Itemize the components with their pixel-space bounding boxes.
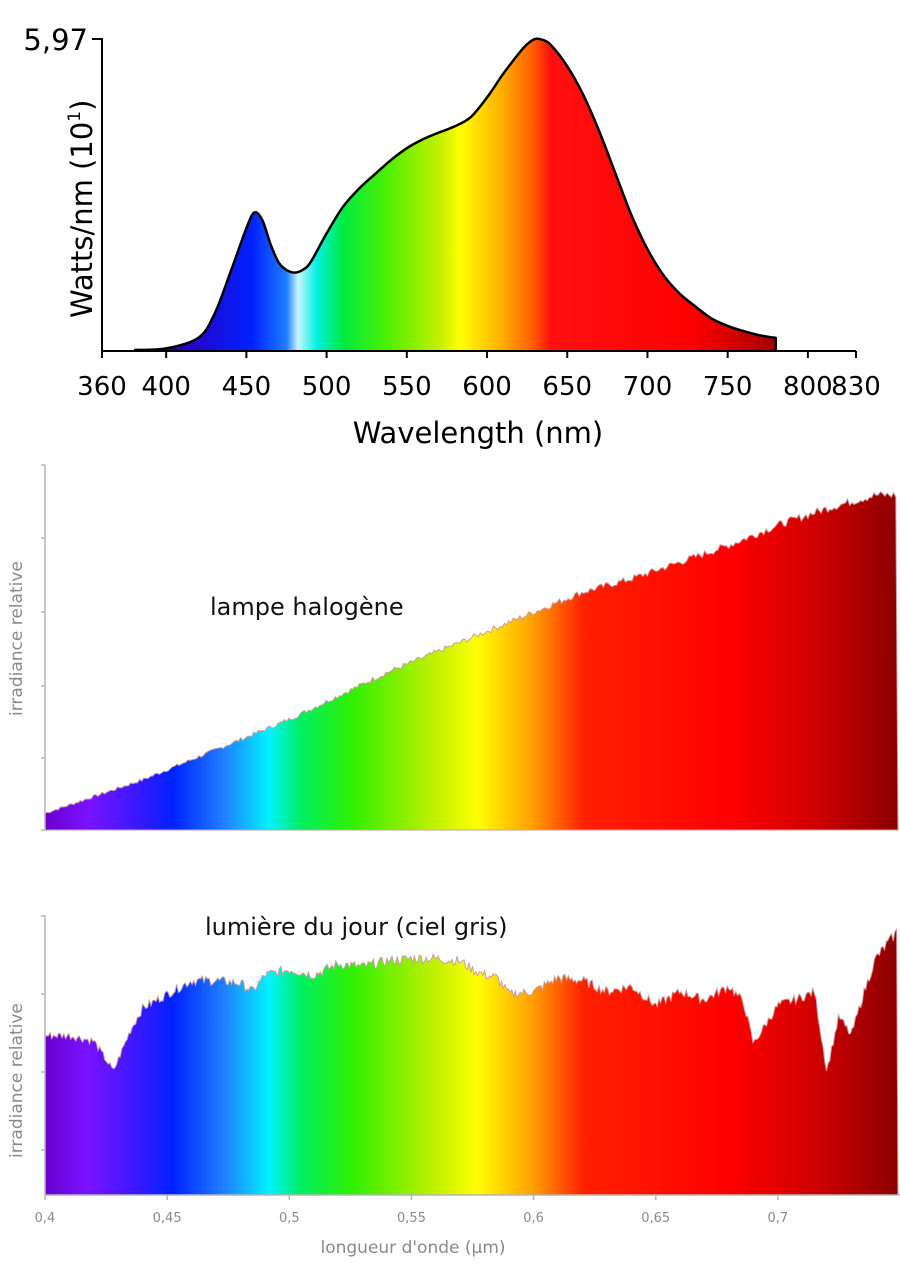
chart-title: lampe halogène	[210, 593, 404, 621]
x-tick-label: 830	[831, 372, 881, 402]
x-tick-label: 450	[222, 372, 272, 402]
spectrum-outline	[134, 37, 778, 352]
x-tick-label: 650	[542, 372, 592, 402]
x-tick-label: 0,4	[35, 1211, 56, 1226]
x-tick-label: 800	[783, 372, 833, 402]
x-tick-label: 0,6	[523, 1211, 544, 1226]
spectrum-area	[44, 928, 899, 1196]
y-axis-label-main: Watts/nm (10	[65, 122, 99, 318]
x-tick-label: 0,45	[153, 1211, 182, 1226]
y-axis-label-close: )	[65, 100, 99, 111]
y-axis-label: irradiance relative	[7, 561, 27, 716]
x-tick-label: 360	[77, 372, 127, 402]
chart-title: lumière du jour (ciel gris)	[205, 913, 507, 941]
y-axis-label: Watts/nm (101)	[65, 100, 99, 318]
spectrum-area	[134, 38, 776, 351]
x-tick-label: 700	[623, 372, 673, 402]
y-axis-label: irradiance relative	[7, 1003, 27, 1158]
y-max-label: 5,97	[23, 23, 88, 57]
y-axis-label-sup: 1	[65, 111, 85, 122]
spectrum-area	[44, 490, 899, 831]
x-tick-label: 0,7	[768, 1211, 789, 1226]
x-tick-label: 0,55	[397, 1211, 426, 1226]
x-tick-label: 500	[302, 372, 352, 402]
x-ticks: 0,4 0,45 0,5 0,55 0,6 0,65 0,7	[35, 1195, 789, 1226]
x-tick-label: 550	[382, 372, 432, 402]
x-axis-label: Wavelength (nm)	[353, 416, 604, 450]
chart-middle: irradiance relative lampe halogène	[7, 464, 899, 831]
y-ticks	[41, 915, 45, 1151]
x-tick-label: 750	[703, 372, 753, 402]
chart-bottom: 0,4 0,45 0,5 0,55 0,6 0,65 0,7 irradiance rela…	[7, 913, 900, 1258]
x-tick-label: 600	[462, 372, 512, 402]
y-ticks	[41, 464, 45, 831]
x-tick-label: 0,5	[279, 1211, 300, 1226]
x-tick-label: 400	[141, 372, 191, 402]
x-axis-label: longueur d'onde (µm)	[320, 1238, 505, 1258]
x-tick-label: 0,65	[641, 1211, 670, 1226]
